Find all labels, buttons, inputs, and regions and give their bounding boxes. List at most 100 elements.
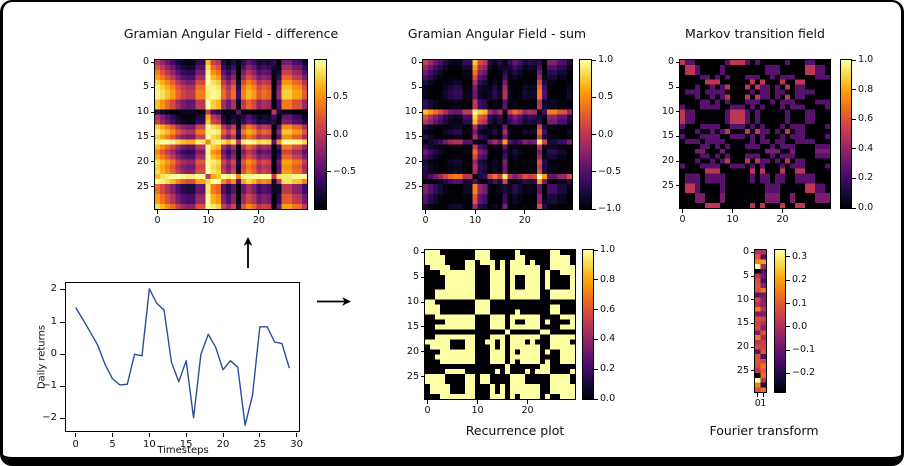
markov-field-xtick-label: 20 — [776, 214, 789, 225]
gaf-difference-ytick-label: 10 — [136, 106, 149, 118]
gaf-difference-ytick — [151, 136, 155, 138]
gaf-sum-xtick-label: 0 — [422, 215, 429, 226]
gaf-sum-xtick-label: 10 — [469, 215, 482, 226]
panel-title-gaf-difference: Gramian Angular Field - difference — [123, 26, 339, 41]
gaf-sum-colorbar — [579, 59, 592, 210]
gaf-sum-ytick — [419, 111, 423, 113]
gaf-difference-cbar-tick — [327, 134, 331, 135]
fourier-heatmap — [754, 249, 767, 393]
gaf-difference-xtick — [157, 210, 159, 214]
fourier-ytick-label: 20 — [736, 341, 749, 353]
timeseries-xtick — [185, 433, 187, 437]
fourier-cbar-tick — [786, 303, 790, 305]
gaf-difference-cbar-tick-label: −0.5 — [333, 165, 357, 177]
gaf-difference-ytick-label: 15 — [136, 130, 149, 142]
gaf-difference-cbar-tick-label: 0.5 — [333, 91, 349, 103]
gaf-difference-xtick — [207, 210, 209, 214]
markov-field-cbar-tick — [852, 59, 856, 61]
gaf-difference-ytick-label: 25 — [136, 180, 149, 192]
fourier-xtick-label: 1 — [760, 398, 767, 409]
markov-field-ytick-label: 10 — [661, 105, 674, 117]
recurrence-xtick — [527, 400, 528, 404]
timeseries-xtick-label: 15 — [179, 439, 193, 450]
gaf-difference-ytick — [151, 86, 155, 88]
markov-field-cbar-tick — [852, 89, 856, 91]
timeseries-ytick-label: 0 — [50, 347, 57, 359]
gaf-sum-ytick — [419, 161, 423, 163]
markov-field-ytick — [676, 86, 680, 88]
timeseries-ytick-label: −1 — [42, 380, 57, 392]
markov-field-cbar-tick-label: 0.6 — [858, 113, 874, 125]
timeseries-xtick — [75, 433, 77, 437]
markov-field-ytick-label: 5 — [667, 81, 674, 93]
markov-field-cbar-tick — [852, 177, 856, 179]
timeseries-ytick — [60, 321, 65, 323]
gaf-sum-ytick — [419, 186, 423, 188]
markov-field-xtick — [782, 209, 783, 213]
markov-field-cbar-tick-label: 0.0 — [858, 202, 874, 213]
gaf-difference-xtick-label: 20 — [252, 215, 265, 226]
recurrence-cbar-tick — [594, 368, 598, 370]
gaf-difference-colorbar — [314, 59, 327, 210]
markov-field-xtick-label: 0 — [679, 214, 686, 225]
fourier-ytick — [751, 275, 755, 277]
fourier-cbar-tick — [786, 256, 790, 258]
markov-field-ytick — [676, 135, 680, 137]
recurrence-cbar-tick — [594, 338, 598, 340]
markov-field-ytick — [676, 160, 680, 162]
timeseries-ytick — [60, 386, 65, 388]
gaf-difference-cbar-tick — [327, 96, 331, 98]
recurrence-ytick — [421, 276, 425, 278]
gaf-difference-ytick — [151, 186, 155, 188]
gaf-sum-xtick — [524, 210, 526, 214]
recurrence-cbar-tick — [594, 309, 598, 311]
fourier-cbar-tick-label: −0.2 — [792, 367, 816, 379]
recurrence-xtick — [427, 400, 428, 404]
recurrence-ytick-label: 20 — [406, 345, 419, 357]
fourier-ytick-label: 10 — [736, 293, 749, 305]
gaf-sum-xtick-label: 20 — [518, 215, 531, 226]
gaf-sum-heatmap — [422, 59, 573, 210]
gaf-sum-ytick-label: 5 — [410, 81, 417, 93]
gaf-difference-xtick-label: 0 — [154, 215, 161, 226]
panel-title-markov-transition-field: Markov transition field — [685, 26, 825, 41]
recurrence-ytick — [421, 326, 425, 328]
timeseries-ytick — [60, 353, 65, 355]
recurrence-ytick — [421, 376, 425, 378]
up-arrow-icon — [243, 237, 253, 268]
markov-field-ytick — [676, 185, 680, 187]
timeseries-xtick — [112, 433, 114, 437]
gaf-sum-cbar-tick — [592, 208, 596, 210]
panel-title-fourier-transform: Fourier transform — [709, 423, 819, 438]
markov-field-cbar-tick-label: 0.4 — [858, 142, 874, 154]
markov-field-ytick-label: 25 — [661, 179, 674, 191]
recurrence-ytick-label: 0 — [412, 246, 419, 258]
fourier-ytick — [751, 299, 755, 301]
fourier-xtick — [757, 393, 759, 397]
markov-field-ytick-label: 15 — [661, 130, 674, 142]
markov-field-heatmap — [679, 59, 831, 209]
recurrence-cbar-tick-label: 0.0 — [600, 393, 616, 404]
recurrence-ytick-label: 15 — [406, 320, 419, 332]
gaf-difference-ytick-label: 20 — [136, 155, 149, 167]
gaf-difference-ytick — [151, 61, 155, 63]
fourier-xtick-label: 0 — [754, 398, 761, 409]
recurrence-xtick — [477, 400, 478, 404]
fourier-cbar-tick — [786, 372, 790, 374]
recurrence-cbar-tick — [594, 279, 598, 281]
recurrence-xtick-label: 10 — [471, 405, 484, 416]
timeseries-xtick-label: 20 — [216, 439, 230, 450]
recurrence-cbar-tick-label: 0.2 — [600, 363, 616, 375]
recurrence-ytick — [421, 251, 425, 253]
fourier-cbar-tick-label: 0.0 — [792, 320, 808, 332]
timeseries-xtick — [296, 433, 298, 437]
fourier-ytick — [751, 370, 755, 372]
gaf-sum-cbar-tick — [592, 96, 596, 98]
gaf-sum-xtick — [424, 210, 426, 214]
gaf-sum-ytick — [419, 61, 423, 63]
recurrence-ytick-label: 25 — [406, 370, 419, 382]
timeseries-ytick-label: 1 — [50, 315, 57, 327]
recurrence-cbar-tick-label: 1.0 — [600, 244, 616, 255]
gaf-sum-cbar-tick — [592, 171, 596, 173]
markov-field-ytick-label: 0 — [667, 56, 674, 68]
